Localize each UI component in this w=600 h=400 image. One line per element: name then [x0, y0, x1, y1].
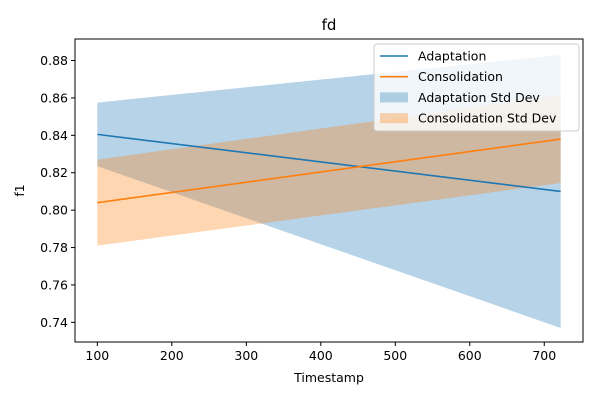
x-axis: 100 200 300 400 500 600 700 — [85, 342, 556, 363]
plot-frame — [74, 38, 584, 343]
line-adaptation — [97, 133, 561, 193]
y-tick-label: 0.74 — [40, 315, 68, 330]
legend-swatch-consolidation-std-dev — [380, 113, 408, 124]
x-tick-label: 100 — [85, 348, 109, 363]
x-tick-label: 600 — [458, 348, 482, 363]
y-axis: 0.74 0.76 0.78 0.80 0.82 0.84 0.86 0.88 — [40, 53, 75, 330]
x-tick-label: 700 — [532, 348, 556, 363]
legend-label-consolidation: Consolidation — [418, 69, 503, 84]
x-tick-label: 200 — [160, 348, 184, 363]
x-axis-label: Timestamp — [293, 370, 364, 385]
line-consolidation — [97, 138, 561, 204]
x-tick-label: 400 — [309, 348, 333, 363]
chart-title: fd — [322, 16, 337, 34]
series-lines — [97, 133, 561, 204]
legend-label-adaptation: Adaptation — [418, 49, 486, 64]
legend-label-adaptation-std-dev: Adaptation Std Dev — [418, 90, 540, 105]
x-tick-label: 300 — [234, 348, 258, 363]
legend-box — [373, 43, 580, 132]
legend-swatch-adaptation-std-dev — [380, 92, 408, 103]
x-tick-label: 500 — [383, 348, 407, 363]
legend-label-consolidation-std-dev: Consolidation Std Dev — [418, 111, 557, 126]
y-tick-label: 0.86 — [40, 90, 68, 105]
y-tick-label: 0.82 — [40, 165, 68, 180]
y-tick-label: 0.80 — [40, 203, 68, 218]
y-axis-label: f1 — [12, 184, 27, 196]
y-tick-label: 0.88 — [40, 53, 68, 68]
legend: Adaptation Consolidation Adaptation Std De… — [373, 43, 580, 132]
y-tick-label: 0.78 — [40, 240, 68, 255]
y-tick-label: 0.84 — [40, 128, 68, 143]
y-tick-label: 0.76 — [40, 277, 68, 292]
